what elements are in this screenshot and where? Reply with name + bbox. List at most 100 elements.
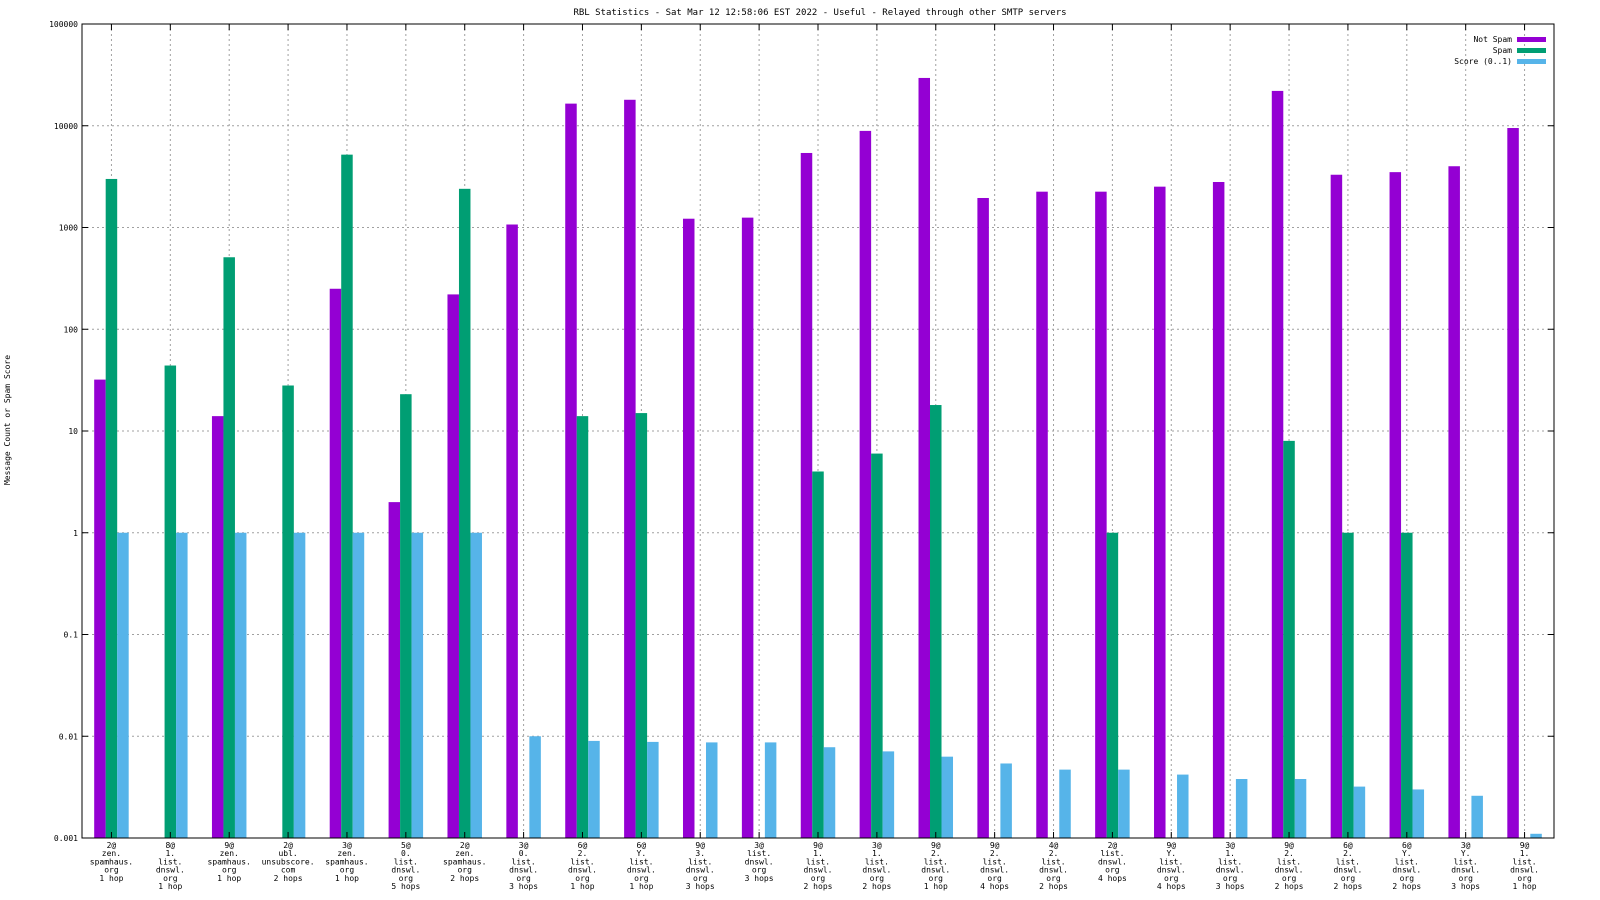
x-tick-label-line: 2 hops (1333, 882, 1362, 891)
x-tick-label-line: 9@ (990, 841, 1000, 850)
x-tick-label-line: dnswl. (1451, 866, 1480, 875)
bar-spam (930, 405, 942, 838)
x-tick-label-line: 3. (695, 849, 705, 858)
x-tick-label-line: org (811, 874, 826, 883)
bar-spam (341, 154, 353, 838)
x-tick-label-line: 2 hops (862, 882, 891, 891)
x-tick-label-line: 6@ (1402, 841, 1412, 850)
x-tick-label: 3@ Y. list. dnswl. org 3 hops (1451, 841, 1480, 891)
bar-score-0-1 (823, 747, 836, 838)
x-tick-label-line: list. (512, 857, 536, 866)
x-tick-label-line: 3 hops (686, 882, 715, 891)
bar-not-spam (1389, 172, 1402, 838)
x-tick-label-line: list. (1454, 857, 1478, 866)
x-tick-label: 6@ 2. list. dnswl. org 1 hop (568, 841, 597, 891)
x-tick-label-line: spamhaus. (325, 857, 368, 866)
bar-spam (223, 257, 235, 838)
x-tick-label-line: list. (688, 857, 712, 866)
x-tick-label-line: 9@ (813, 841, 823, 850)
x-tick-label-line: org (1223, 874, 1238, 883)
x-tick-label-line: 2. (1343, 849, 1353, 858)
x-tick-label: 9@ 2. list. dnswl. org 2 hops (1275, 841, 1304, 891)
x-tick-label-line: 3 hops (509, 882, 538, 891)
x-tick-label-line: spamhaus. (443, 857, 486, 866)
x-tick-label-line: zen. (337, 849, 356, 858)
bar-spam (458, 188, 471, 839)
x-tick-label-line: org (1105, 866, 1120, 875)
legend-swatch (1517, 59, 1546, 64)
x-tick-label-line: dnswl. (862, 866, 891, 875)
bar-not-spam (211, 416, 224, 838)
x-tick-label-line: org (1400, 874, 1415, 883)
x-tick-label-line: org (575, 874, 590, 883)
x-tick-label-line: 1 hop (335, 874, 359, 883)
x-tick-label: 9@ 3. list. dnswl. org 3 hops (686, 841, 715, 891)
x-tick-label-line: 1 hop (629, 882, 653, 891)
bar-spam (1283, 440, 1295, 838)
y-tick-label: 100 (64, 325, 79, 334)
x-tick-label-line: 1. (1520, 849, 1530, 858)
x-tick-label-line: 1 hop (99, 874, 123, 883)
x-tick-label-line: 9@ (931, 841, 941, 850)
bar-not-spam (741, 217, 754, 838)
x-tick-label: 6@ Y. list. dnswl. org 2 hops (1392, 841, 1421, 891)
x-tick-label: 3@ 0. list. dnswl. org 3 hops (509, 841, 538, 891)
bar-spam (1401, 532, 1413, 838)
x-tick-label: 2@ ubl. unsubscore. com 2 hops (262, 841, 315, 883)
x-tick-label-line: 5@ (401, 841, 411, 850)
x-tick-label-line: 0. (519, 849, 529, 858)
bar-score-0-1 (176, 532, 188, 838)
x-tick-label-line: Y. (1402, 849, 1412, 858)
bar-not-spam (94, 379, 106, 838)
x-tick-label: 6@ Y. list. dnswl. org 1 hop (627, 841, 656, 891)
x-tick-label-line: list. (1277, 857, 1301, 866)
bar-score-0-1 (941, 756, 954, 838)
bar-score-0-1 (647, 741, 659, 838)
bar-score-0-1 (234, 532, 247, 838)
x-tick-label-line: ubl. (278, 849, 297, 858)
x-tick-label-line: 1 hop (217, 874, 241, 883)
y-tick-label: 0.01 (59, 732, 78, 741)
x-tick-label-line: org (929, 874, 944, 883)
x-tick-label-line: list. (924, 857, 948, 866)
bar-score-0-1 (411, 532, 424, 838)
bar-score-0-1 (117, 532, 129, 838)
x-tick-label-line: org (1458, 874, 1473, 883)
x-tick-label-line: list. (394, 857, 418, 866)
x-tick-label-line: list. (983, 857, 1007, 866)
x-tick-label-line: Y. (1461, 849, 1471, 858)
x-tick-label-line: list. (158, 857, 182, 866)
x-tick-label: 2@ zen. spamhaus. org 1 hop (90, 841, 133, 883)
bar-score-0-1 (705, 742, 718, 838)
bar-score-0-1 (1235, 779, 1248, 838)
x-tick-label-line: com (281, 866, 296, 875)
bar-not-spam (1271, 90, 1284, 838)
x-tick-label-line: org (987, 874, 1002, 883)
x-tick-label-line: spamhaus. (208, 857, 251, 866)
bar-score-0-1 (1530, 833, 1542, 838)
x-tick-label-line: dnswl. (1510, 866, 1539, 875)
x-tick-label-line: org (1341, 874, 1356, 883)
x-tick-label-line: 4 hops (1098, 874, 1127, 883)
bar-not-spam (682, 218, 695, 838)
x-tick-label: 3@ 1. list. dnswl. org 2 hops (862, 841, 891, 891)
bar-not-spam (565, 103, 577, 838)
x-tick-label-line: list. (1218, 857, 1242, 866)
bar-score-0-1 (588, 740, 600, 838)
x-tick-label: 3@ zen. spamhaus. org 1 hop (325, 841, 368, 883)
y-tick-label: 0.1 (64, 631, 79, 640)
x-tick-label-line: 1. (813, 849, 823, 858)
x-tick-label-line: 0. (401, 849, 411, 858)
x-tick-label-line: org (516, 874, 531, 883)
x-tick-label-line: list. (1041, 857, 1065, 866)
bar-spam (871, 453, 883, 838)
x-tick-label-line: 2. (1284, 849, 1294, 858)
bar-score-0-1 (1412, 789, 1425, 838)
bars (94, 77, 1542, 839)
x-tick-label-line: 9@ (1166, 841, 1176, 850)
x-tick-label-line: 2@ (460, 841, 470, 850)
x-tick-label-line: 2 hops (450, 874, 479, 883)
x-tick-label-line: 3 hops (745, 874, 774, 883)
x-tick-label-line: 2 hops (1039, 882, 1068, 891)
bar-spam (105, 178, 118, 839)
